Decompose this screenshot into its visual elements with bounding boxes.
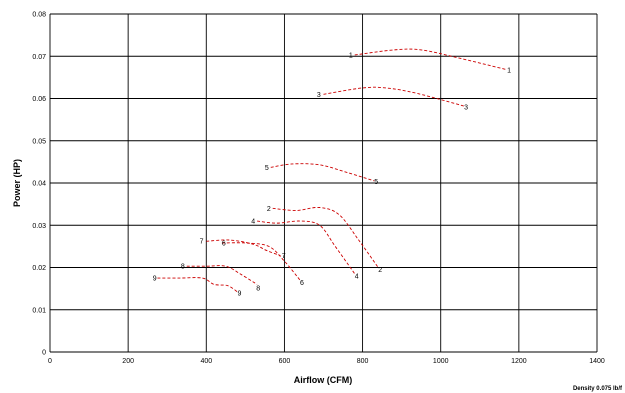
curve-label-4: 4 [355, 273, 359, 280]
grid-layer [49, 13, 598, 353]
curve-label-8: 8 [181, 264, 185, 271]
curve-label-7: 7 [200, 238, 204, 245]
curve-label-1: 1 [507, 68, 511, 75]
x-tick-label: 600 [279, 358, 291, 365]
curve-label-2: 2 [378, 267, 382, 274]
y-tick-label: 0 [42, 350, 46, 357]
y-tick-label: 0.05 [32, 138, 46, 145]
x-tick-label: 400 [200, 358, 212, 365]
fan-curve-3 [323, 86, 465, 107]
fan-curve-9 [157, 277, 238, 293]
curve-label-5: 5 [374, 179, 378, 186]
fan-curve-6 [221, 242, 301, 281]
x-tick-label: 0 [48, 358, 52, 365]
y-tick-label: 0.03 [32, 223, 46, 230]
x-axis-title: Airflow (CFM) [294, 375, 353, 385]
curve-label-5: 5 [265, 165, 269, 172]
y-tick-label: 0.08 [32, 12, 46, 19]
curve-label-8: 8 [256, 285, 260, 292]
x-tick-label: 1000 [433, 358, 449, 365]
curve-label-4: 4 [251, 219, 255, 226]
y-axis-title: Power (HP) [12, 159, 22, 207]
fan-curve-2 [272, 206, 379, 268]
curve-label-1: 1 [349, 52, 353, 59]
y-tick-label: 0.01 [32, 307, 46, 314]
x-tick-label: 1200 [511, 358, 527, 365]
curve-label-9: 9 [238, 290, 242, 297]
y-tick-label: 0.02 [32, 265, 46, 272]
x-tick-label: 1400 [589, 358, 605, 365]
fan-curve-5 [270, 163, 375, 182]
curve-layer [157, 48, 508, 293]
fan-curve-4 [257, 220, 356, 275]
tick-label-layer: 0 200 400 600 800 1000 1200 1400 0 0.01 0.02 0.03 0.… [32, 12, 605, 366]
curve-label-3: 3 [464, 104, 468, 111]
y-tick-label: 0.07 [32, 54, 46, 61]
curve-label-9: 9 [153, 276, 157, 283]
curve-label-3: 3 [317, 92, 321, 99]
x-tick-label: 800 [357, 358, 369, 365]
x-tick-label: 200 [122, 358, 134, 365]
curve-label-layer: 1 1 3 3 5 5 2 2 4 4 7 7 6 6 8 8 9 9 [153, 52, 511, 297]
fan-curve-8 [186, 265, 258, 285]
curve-label-6: 6 [222, 240, 226, 247]
density-note: Density 0.075 lb/f [573, 386, 623, 392]
fan-curve-1 [354, 48, 508, 71]
curve-label-6: 6 [300, 280, 304, 287]
curve-label-7: 7 [282, 253, 286, 260]
fan-curve-7 [206, 239, 281, 257]
y-tick-label: 0.04 [32, 181, 46, 188]
y-tick-label: 0.06 [32, 96, 46, 103]
curve-label-2: 2 [267, 206, 271, 213]
